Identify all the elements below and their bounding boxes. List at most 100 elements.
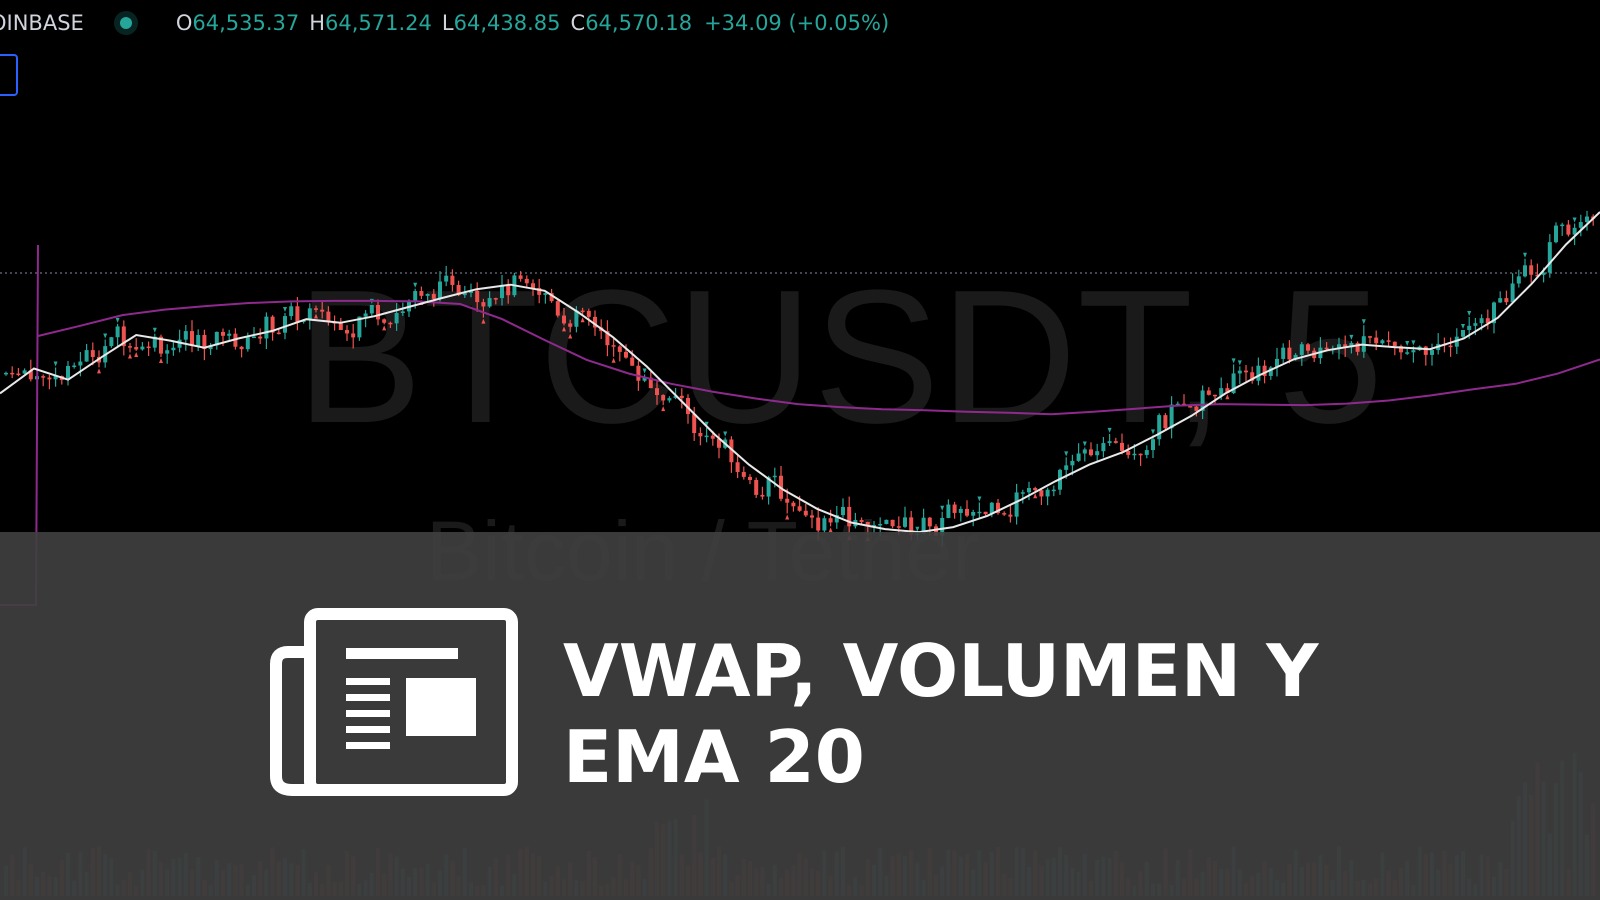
candle bbox=[214, 331, 219, 350]
candle bbox=[128, 343, 132, 359]
candle bbox=[735, 455, 740, 479]
candle bbox=[884, 519, 889, 525]
candle bbox=[382, 318, 387, 331]
candle bbox=[983, 511, 988, 517]
candle bbox=[103, 333, 108, 368]
candle bbox=[1368, 335, 1372, 344]
candle bbox=[1554, 222, 1558, 244]
title-banner bbox=[0, 532, 1600, 900]
exchange-label[interactable]: OINBASE bbox=[0, 11, 84, 35]
candle bbox=[506, 279, 511, 304]
candle bbox=[376, 299, 380, 326]
candle bbox=[1163, 413, 1168, 431]
candle bbox=[828, 509, 833, 533]
candle bbox=[617, 345, 622, 362]
candle bbox=[555, 299, 560, 318]
candle bbox=[1585, 210, 1589, 231]
candle bbox=[388, 321, 393, 328]
candle bbox=[1089, 442, 1093, 457]
candle bbox=[320, 300, 325, 319]
candle bbox=[841, 498, 845, 518]
candle bbox=[252, 327, 256, 339]
candle bbox=[803, 503, 808, 517]
indicators-toggle-button[interactable] bbox=[0, 54, 18, 96]
candle bbox=[1560, 222, 1565, 236]
candle bbox=[53, 361, 58, 387]
candle bbox=[47, 374, 52, 390]
candle bbox=[295, 297, 300, 331]
open-label: O bbox=[175, 11, 193, 35]
candle bbox=[1107, 427, 1112, 446]
candle bbox=[152, 327, 157, 352]
candle bbox=[177, 329, 182, 353]
candle bbox=[890, 519, 895, 529]
candle bbox=[1244, 364, 1248, 383]
candle bbox=[1169, 396, 1174, 439]
candle bbox=[444, 265, 449, 287]
candle bbox=[977, 496, 982, 518]
candle bbox=[227, 329, 232, 341]
candle bbox=[97, 350, 101, 374]
candle bbox=[1535, 263, 1540, 278]
candle bbox=[1523, 252, 1527, 278]
candle bbox=[1436, 333, 1441, 355]
market-open-icon bbox=[119, 17, 132, 29]
candle bbox=[264, 312, 269, 350]
candle bbox=[1355, 341, 1360, 356]
candle bbox=[1572, 217, 1577, 246]
candle bbox=[109, 336, 114, 348]
candle bbox=[741, 466, 746, 480]
candle bbox=[667, 396, 672, 403]
candle bbox=[171, 340, 176, 356]
candle bbox=[921, 508, 926, 535]
article-title-line-2: EMA 20 bbox=[563, 715, 865, 799]
candle bbox=[1504, 290, 1509, 306]
candle bbox=[661, 394, 666, 412]
candle bbox=[425, 293, 430, 302]
candle bbox=[183, 324, 188, 351]
candle bbox=[760, 486, 765, 500]
candle bbox=[958, 506, 963, 522]
price-change: +34.09 (+0.05%) bbox=[704, 11, 890, 35]
candle bbox=[729, 436, 734, 473]
candle bbox=[314, 305, 318, 319]
candle bbox=[1039, 487, 1044, 506]
candle bbox=[1008, 505, 1013, 523]
candle bbox=[586, 308, 591, 326]
candle bbox=[202, 329, 207, 361]
candle bbox=[704, 421, 709, 443]
candle bbox=[1138, 453, 1143, 466]
candle bbox=[1200, 385, 1205, 420]
article-title-line-1: VWAP, VOLUMEN Y bbox=[563, 629, 1319, 713]
candle bbox=[1157, 413, 1162, 446]
candle bbox=[307, 303, 312, 330]
close-value: 64,570.18 bbox=[585, 11, 693, 35]
candle bbox=[1268, 365, 1273, 380]
candle bbox=[946, 499, 951, 519]
candle bbox=[487, 291, 492, 308]
candle bbox=[1485, 309, 1490, 330]
candle bbox=[190, 320, 194, 353]
candle bbox=[1299, 341, 1304, 366]
candle bbox=[239, 346, 244, 358]
candle bbox=[1194, 404, 1199, 417]
candle bbox=[1014, 483, 1019, 525]
candle bbox=[1510, 273, 1515, 303]
candle bbox=[1578, 214, 1583, 237]
candle bbox=[1392, 341, 1397, 356]
candle bbox=[351, 324, 356, 349]
candle bbox=[1027, 481, 1031, 501]
candle bbox=[679, 388, 684, 409]
candle bbox=[754, 477, 759, 498]
candle bbox=[1237, 360, 1242, 384]
candle bbox=[16, 367, 21, 377]
candle bbox=[338, 318, 343, 331]
candle bbox=[537, 278, 542, 304]
candle bbox=[1411, 340, 1416, 363]
candle bbox=[289, 302, 294, 320]
candle bbox=[810, 509, 814, 529]
article-title: VWAP, VOLUMEN Y EMA 20 bbox=[563, 628, 1318, 800]
candle bbox=[22, 368, 27, 375]
candle bbox=[345, 325, 349, 341]
candle bbox=[543, 292, 548, 304]
